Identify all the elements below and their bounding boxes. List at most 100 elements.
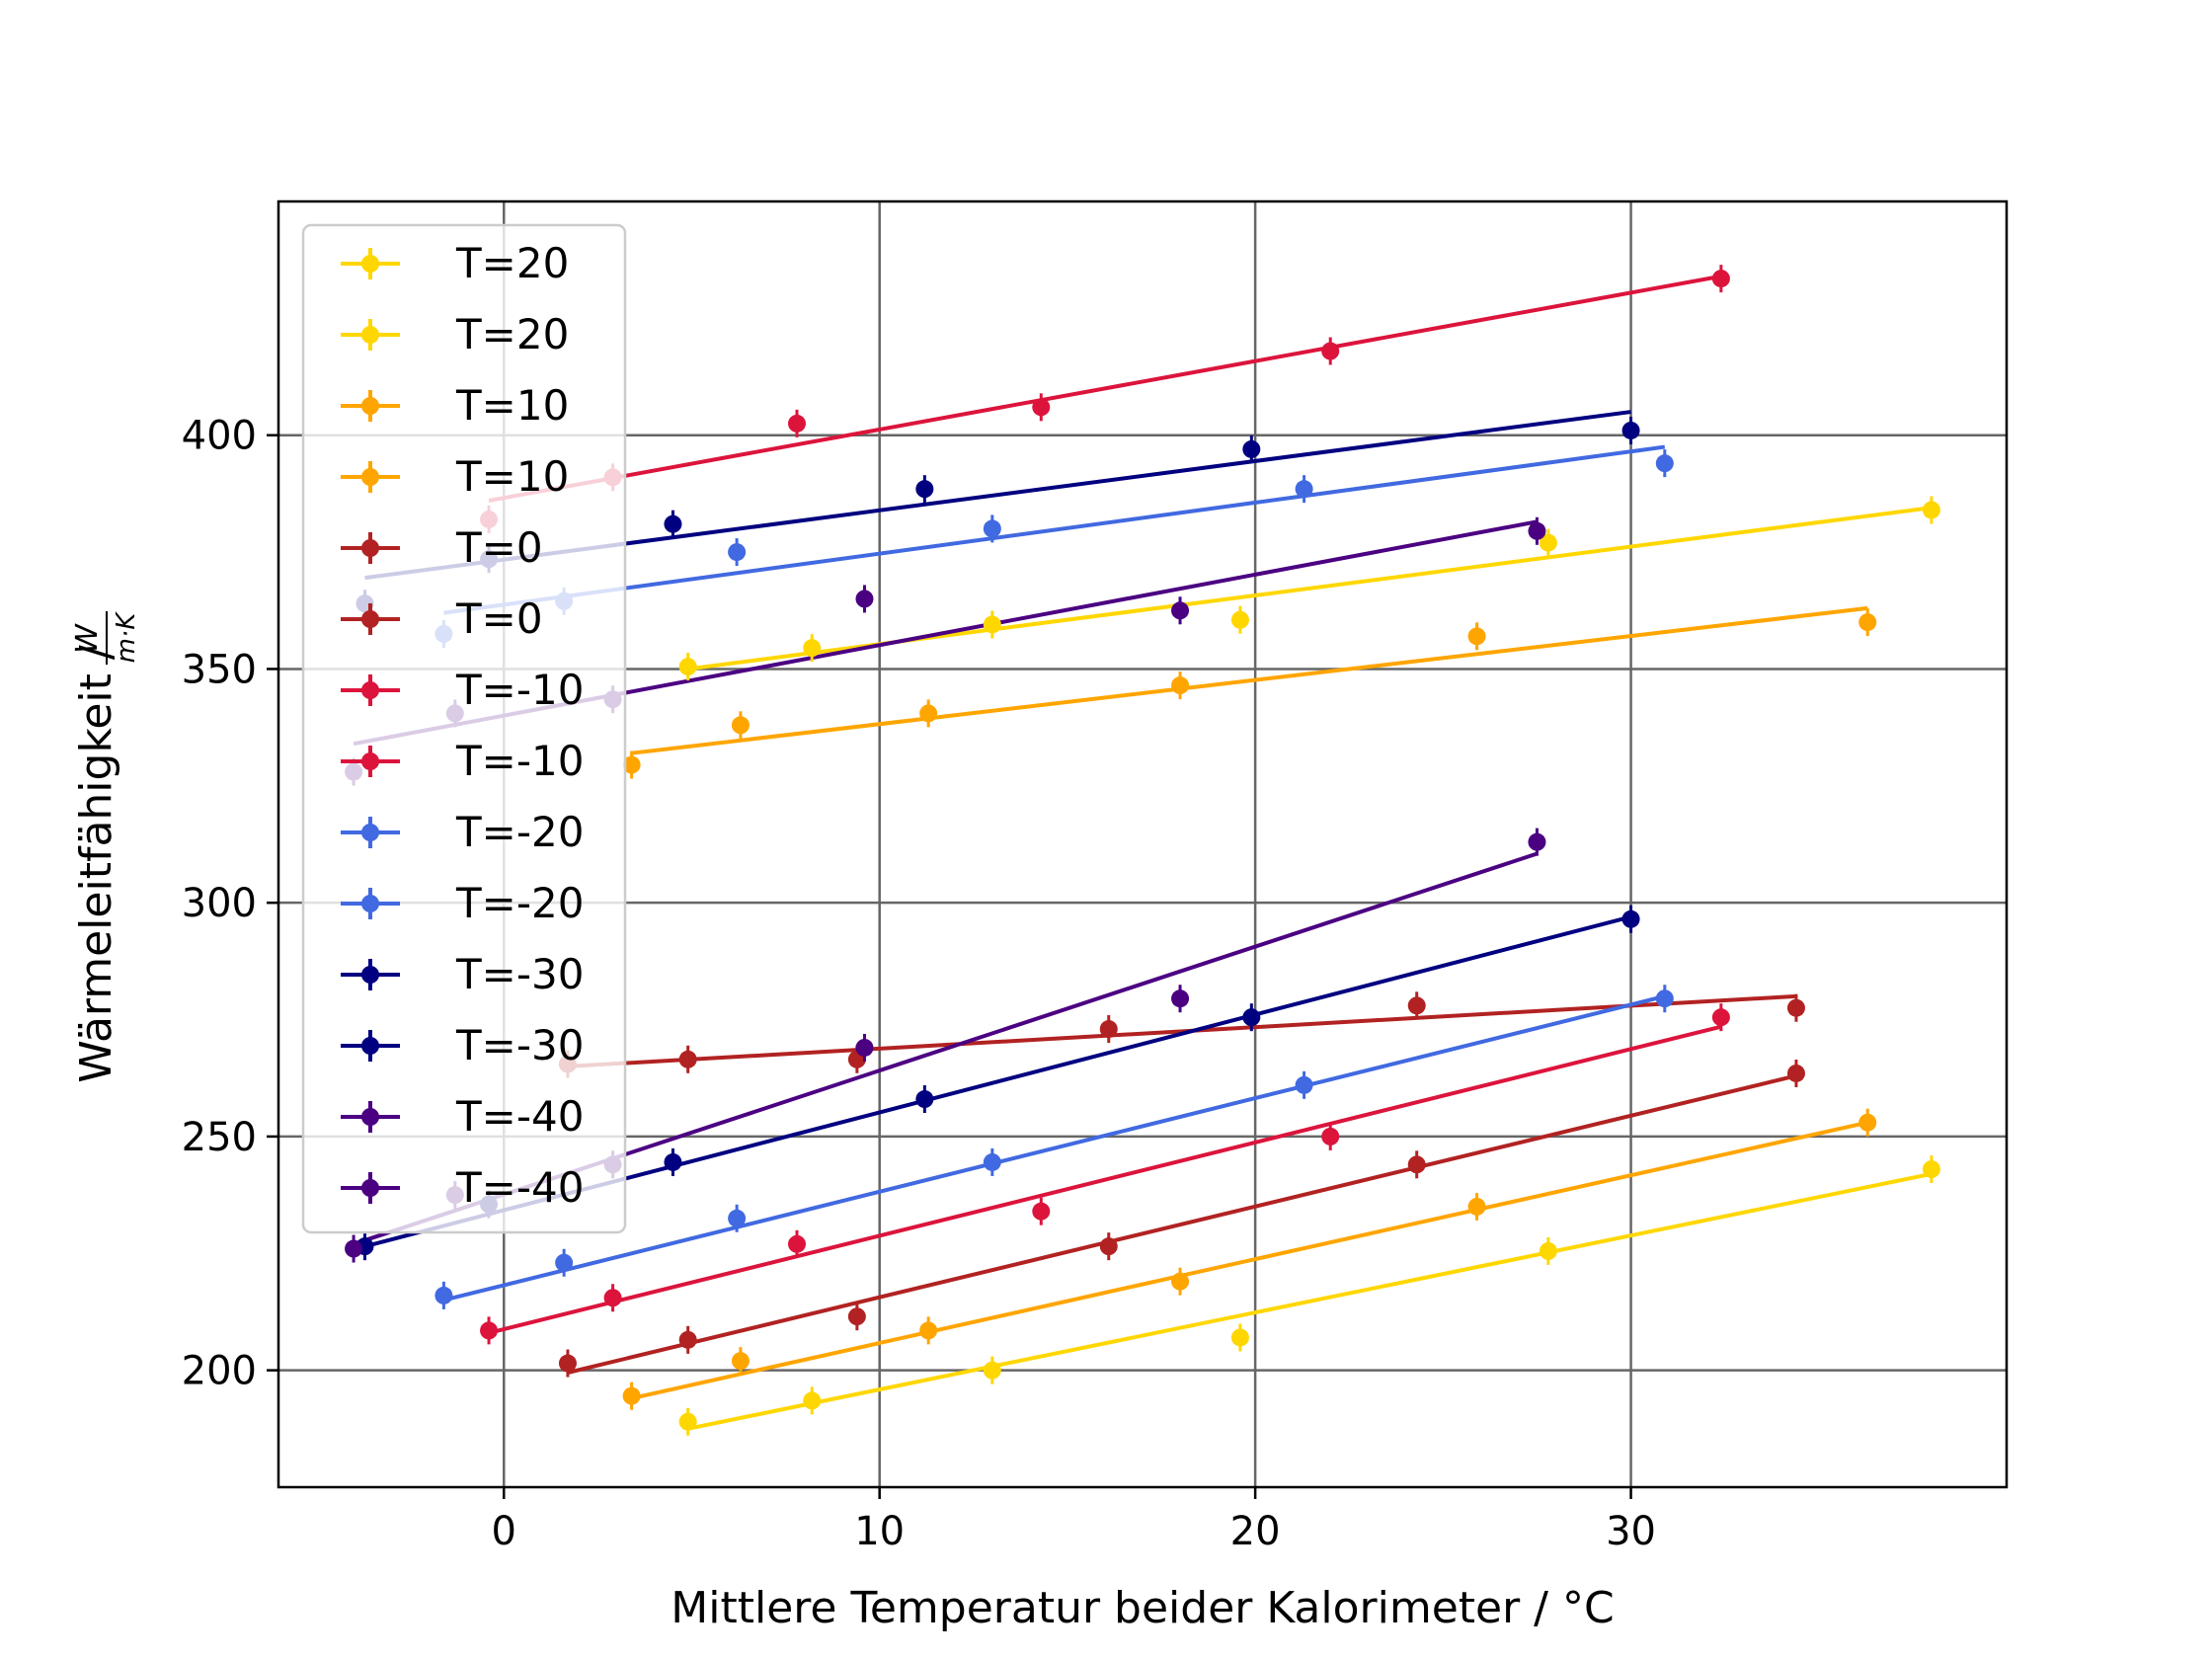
legend-label: T=-40 xyxy=(455,1163,584,1212)
fit-line xyxy=(488,274,1722,503)
fit-line xyxy=(687,1171,1933,1431)
y-axis-label: Wärmeleitfähigkeit / xyxy=(71,645,121,1083)
legend-label: T=-30 xyxy=(455,1021,584,1069)
data-point xyxy=(1467,1197,1486,1216)
legend-entry: T=10 xyxy=(341,452,569,501)
legend-label: T=20 xyxy=(455,239,569,287)
legend-marker-point xyxy=(361,610,379,628)
legend-label: T=0 xyxy=(455,523,543,572)
data-point xyxy=(788,1234,806,1253)
data-point xyxy=(480,1321,499,1340)
legend-label: T=-20 xyxy=(455,879,584,927)
legend-entry: T=0 xyxy=(341,594,543,643)
legend-marker-point xyxy=(361,752,379,770)
legend-entry: T=10 xyxy=(341,381,569,430)
data-point xyxy=(622,1386,641,1405)
data-point xyxy=(1655,989,1674,1008)
legend-marker-point xyxy=(361,681,379,699)
fit-line xyxy=(488,1024,1722,1335)
legend-marker-point xyxy=(361,966,379,984)
data-point xyxy=(983,1152,1001,1171)
legend-entry: T=-10 xyxy=(341,737,584,785)
legend-entry: T=-30 xyxy=(341,950,584,998)
data-point xyxy=(678,658,697,676)
data-point xyxy=(1099,1020,1118,1039)
data-point xyxy=(1528,832,1546,851)
data-point xyxy=(1786,1064,1805,1082)
data-point xyxy=(1655,454,1674,473)
data-point xyxy=(1407,996,1426,1015)
fit-line xyxy=(443,444,1666,615)
x-axis-ticks: 0 10 20 30 xyxy=(492,1487,1656,1554)
legend-entry: T=-40 xyxy=(341,1092,584,1141)
data-point xyxy=(1786,998,1805,1017)
data-point xyxy=(345,1239,363,1258)
legend-entry: T=20 xyxy=(341,239,569,287)
data-point xyxy=(803,639,822,658)
data-point xyxy=(558,1354,577,1373)
data-point xyxy=(434,1286,453,1304)
data-point xyxy=(1099,1237,1118,1256)
data-point xyxy=(555,1253,574,1272)
y-axis-unit-numerator: W xyxy=(70,623,105,654)
y-axis-label-group: Wärmeleitfähigkeit / W m·K xyxy=(70,611,141,1083)
data-point xyxy=(919,704,938,723)
data-point xyxy=(1467,627,1486,646)
y-tick-label: 350 xyxy=(182,647,257,692)
data-point xyxy=(855,1038,874,1057)
legend-label: T=10 xyxy=(455,381,569,430)
data-point xyxy=(1171,989,1190,1008)
legend-label: T=10 xyxy=(455,452,569,501)
legend-label: T=-40 xyxy=(455,1092,584,1141)
data-point xyxy=(915,1090,934,1109)
data-point xyxy=(788,414,806,433)
data-point xyxy=(1230,610,1249,629)
data-point xyxy=(1711,270,1730,288)
data-point xyxy=(1295,480,1313,499)
x-tick-label: 20 xyxy=(1230,1509,1281,1554)
data-points xyxy=(345,265,1940,1436)
legend-label: T=-20 xyxy=(455,808,584,856)
data-point xyxy=(664,1152,682,1171)
legend-label: T=-30 xyxy=(455,950,584,998)
data-point xyxy=(1171,1272,1190,1291)
y-tick-label: 250 xyxy=(182,1115,257,1160)
data-point xyxy=(1230,1328,1249,1347)
legend-marker-point xyxy=(361,326,379,344)
legend-marker-point xyxy=(361,397,379,415)
data-point xyxy=(678,1050,697,1068)
data-point xyxy=(1242,1008,1261,1027)
legend-entry: T=-10 xyxy=(341,666,584,714)
x-axis-label: Mittlere Temperatur beider Kalorimeter /… xyxy=(671,1583,1614,1633)
data-point xyxy=(1922,1160,1940,1179)
legend-label: T=20 xyxy=(455,310,569,358)
data-point xyxy=(1321,342,1340,360)
data-point xyxy=(603,1289,622,1307)
x-tick-label: 30 xyxy=(1606,1509,1656,1554)
legend-box xyxy=(301,223,627,1234)
data-point xyxy=(1407,1155,1426,1174)
legend-marker-point xyxy=(361,468,379,486)
fit-line xyxy=(631,1120,1868,1400)
y-tick-label: 200 xyxy=(182,1349,257,1394)
data-point xyxy=(1171,676,1190,695)
data-point xyxy=(1032,1202,1051,1221)
legend-marker-point xyxy=(361,1108,379,1126)
legend: T=20 T=20 T=10 T=10 T=0 T=0 T=-10 T=-10 T=-20 T=-… xyxy=(301,223,627,1234)
x-tick-label: 10 xyxy=(854,1509,905,1554)
y-axis-ticks: 200 250 300 350 400 xyxy=(182,414,278,1394)
fit-line xyxy=(567,993,1797,1068)
legend-label: T=-10 xyxy=(455,737,584,785)
data-point xyxy=(855,590,874,608)
legend-marker-point xyxy=(361,895,379,912)
data-point xyxy=(1539,1241,1557,1260)
data-point xyxy=(1621,421,1640,439)
data-point xyxy=(678,1412,697,1431)
fit-line xyxy=(442,993,1666,1303)
data-point xyxy=(731,1352,750,1371)
legend-marker-point xyxy=(361,1037,379,1055)
legend-entry: T=0 xyxy=(341,523,543,572)
legend-marker-point xyxy=(361,255,379,273)
legend-entry: T=-20 xyxy=(341,808,584,856)
